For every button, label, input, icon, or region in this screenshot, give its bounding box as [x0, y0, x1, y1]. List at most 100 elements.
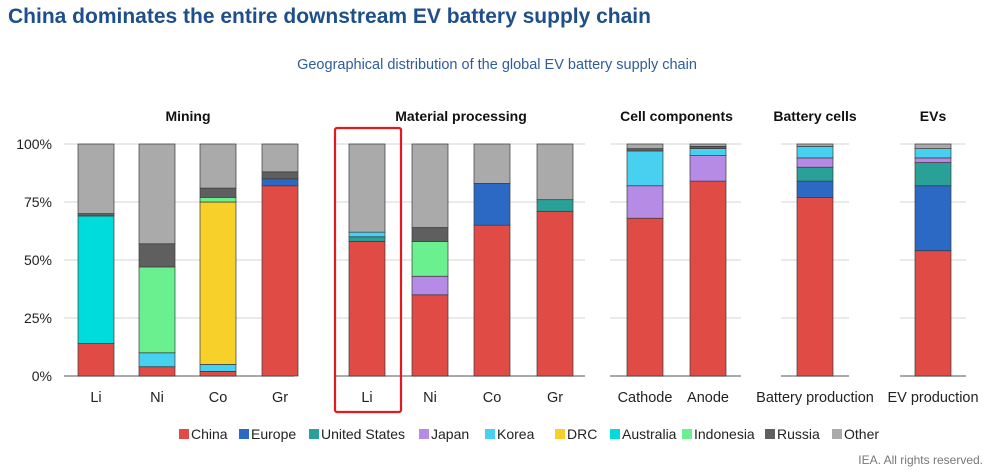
bar-material-processing-gr [536, 143, 574, 377]
y-tick-label: 75% [24, 194, 52, 210]
legend-item-korea: Korea [485, 426, 535, 442]
legend-swatch [832, 429, 842, 439]
segment-europe [796, 180, 834, 198]
legend: China Europe United States Japan Korea DRC Aus… [179, 426, 879, 442]
segment-korea [914, 148, 952, 159]
segment-china [348, 241, 386, 377]
segment-japan [411, 275, 449, 296]
x-tick-label: Co [209, 390, 228, 406]
segment-china [914, 250, 952, 377]
legend-label: Japan [431, 426, 469, 442]
segment-other [199, 143, 237, 189]
legend-label: China [191, 426, 228, 442]
legend-label: Other [844, 426, 879, 442]
segment-china [626, 217, 664, 377]
legend-swatch [309, 429, 319, 439]
segment-other [348, 143, 386, 233]
segment-russia [261, 171, 299, 180]
legend-item-other: Other [832, 426, 879, 442]
segment-russia [138, 243, 176, 268]
legend-label: Russia [777, 426, 820, 442]
segment-china [261, 185, 299, 377]
bar-stacks [77, 143, 952, 377]
segment-korea [796, 145, 834, 159]
legend-label: DRC [567, 426, 597, 442]
segment-china [536, 210, 574, 377]
segment-korea [199, 364, 237, 372]
legend-swatch [179, 429, 189, 439]
legend-item-russia: Russia [765, 426, 820, 442]
segment-europe [261, 178, 299, 187]
segment-indonesia [199, 197, 237, 203]
segment-indonesia [411, 241, 449, 277]
legend-item-indonesia: Indonesia [682, 426, 755, 442]
segment-other [138, 143, 176, 245]
segment-other [473, 143, 511, 184]
x-tick-label: Gr [547, 390, 563, 406]
bar-material-processing-ni [411, 143, 449, 377]
bar-mining-co [199, 143, 237, 377]
segment-china [199, 371, 237, 377]
group-titles: Mining Material processing Cell components… [165, 108, 946, 124]
x-tick-label: Gr [272, 390, 288, 406]
legend-label: Korea [497, 426, 535, 442]
group-title-material-processing: Material processing [395, 108, 527, 124]
segment-united-states [914, 162, 952, 187]
segment-japan [626, 185, 664, 219]
legend-item-china: China [179, 426, 228, 442]
x-tick-label: Battery production [756, 390, 874, 406]
legend-swatch [555, 429, 565, 439]
segment-europe [473, 183, 511, 226]
copyright-credit: IEA. All rights reserved. [858, 453, 983, 467]
segment-china [77, 343, 115, 377]
x-tick-label: EV production [887, 390, 978, 406]
segment-other [411, 143, 449, 228]
segment-europe [914, 185, 952, 252]
segment-other [689, 143, 727, 147]
segment-korea [138, 352, 176, 368]
group-title-battery-cells: Battery cells [773, 108, 856, 124]
segment-other [536, 143, 574, 201]
bar-material-processing-li [348, 143, 386, 377]
y-tick-label: 100% [16, 136, 52, 152]
legend-item-europe: Europe [239, 426, 296, 442]
segment-china [689, 180, 727, 377]
segment-other [261, 143, 299, 173]
y-tick-label: 25% [24, 310, 52, 326]
x-tick-label: Ni [423, 390, 437, 406]
bar-cell-components-anode [689, 143, 727, 377]
segment-other [77, 143, 115, 214]
bar-mining-ni [138, 143, 176, 377]
group-title-evs: EVs [920, 108, 947, 124]
legend-label: United States [321, 426, 405, 442]
segment-china [796, 197, 834, 377]
segment-drc [199, 201, 237, 365]
bar-cell-components-cathode [626, 143, 664, 377]
highlight-box-material-processing-li [333, 126, 403, 414]
segment-china [138, 366, 176, 377]
segment-korea [348, 231, 386, 238]
x-tick-label: Ni [150, 390, 164, 406]
bar-evs-ev-production [914, 143, 952, 377]
x-tick-label: Anode [687, 390, 729, 406]
segment-china [411, 294, 449, 377]
segment-united-states [348, 236, 386, 242]
highlight-layer [333, 126, 403, 414]
x-tick-label: Li [361, 390, 372, 406]
segment-russia [411, 227, 449, 242]
bar-battery-cells-battery-production [796, 143, 834, 377]
legend-swatch [419, 429, 429, 439]
legend-swatch [239, 429, 249, 439]
segment-japan [689, 155, 727, 182]
legend-swatch [610, 429, 620, 439]
chart-title: China dominates the entire downstream EV… [8, 5, 651, 28]
bar-material-processing-co [473, 143, 511, 377]
x-axis-ticks: Li Ni Co Gr Li Ni Co Gr Cathode Anode Battery prod… [90, 390, 978, 406]
y-tick-label: 0% [32, 368, 52, 384]
legend-item-japan: Japan [419, 426, 469, 442]
legend-item-united-states: United States [309, 426, 405, 442]
segment-other [796, 143, 834, 147]
legend-label: Indonesia [694, 426, 755, 442]
segment-china [473, 224, 511, 377]
